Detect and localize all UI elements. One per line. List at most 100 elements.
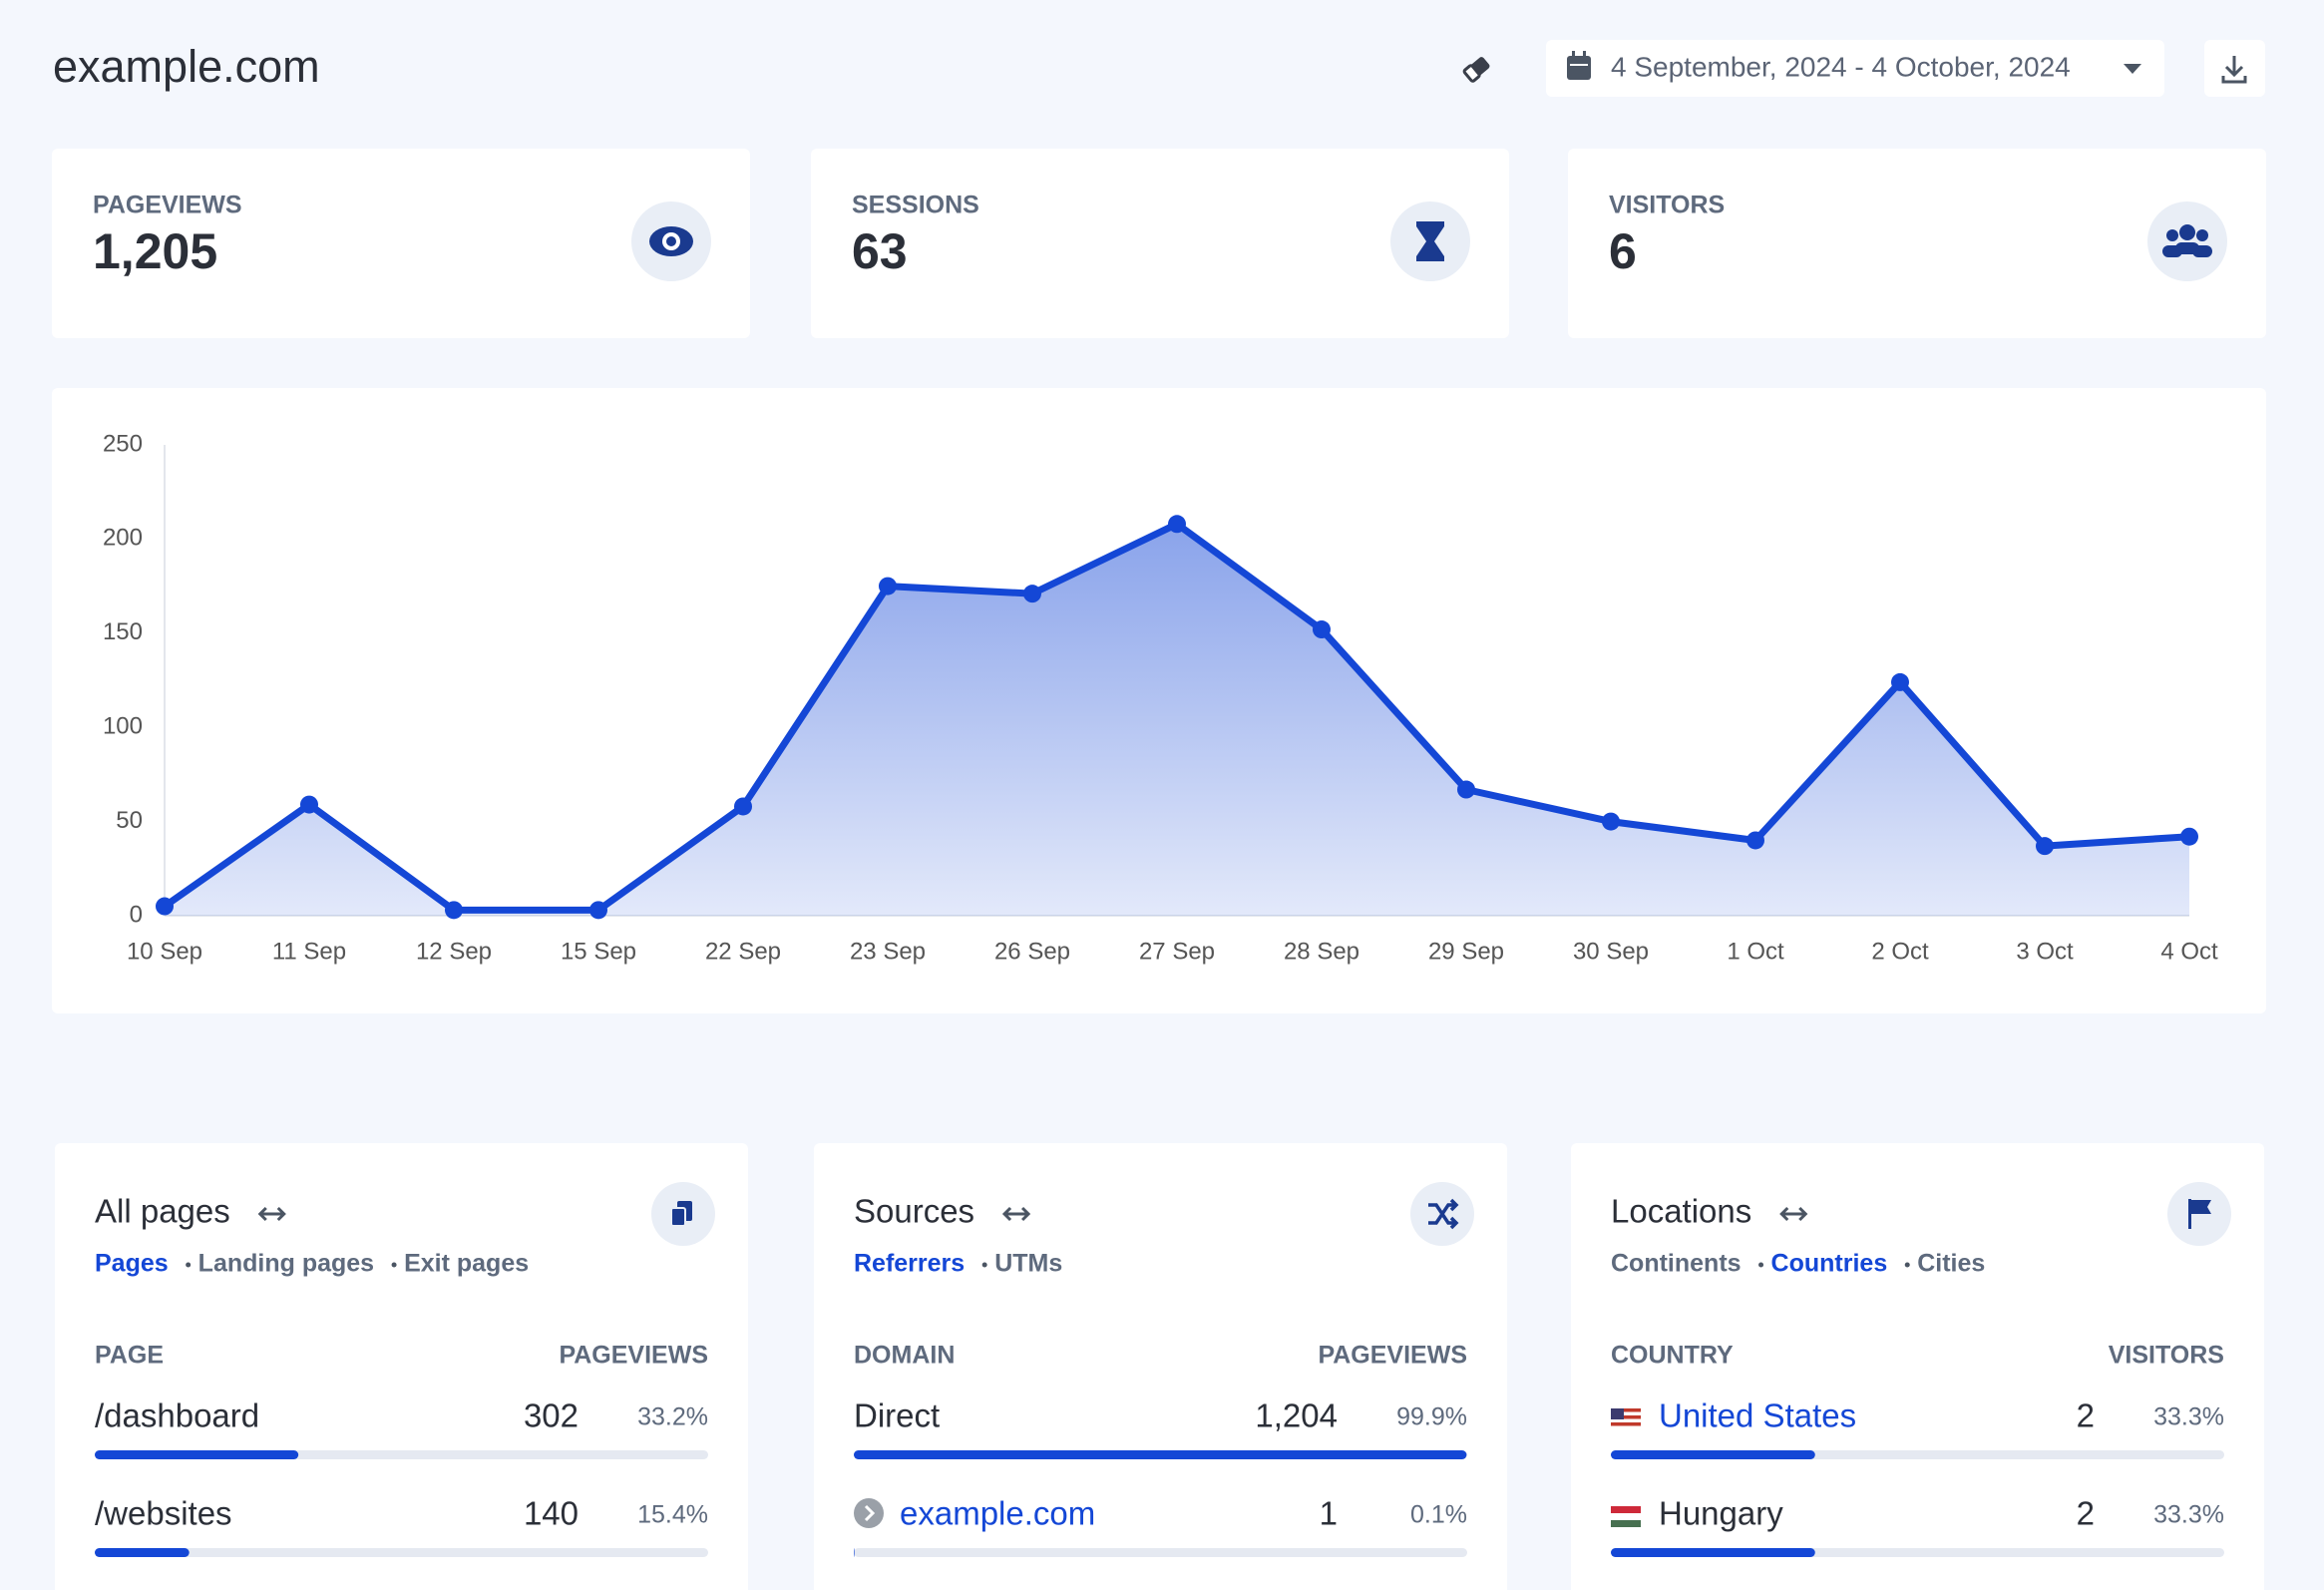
- expand-icon: [1779, 1206, 1808, 1222]
- tab[interactable]: Referrers: [854, 1250, 965, 1278]
- row-count: 302: [524, 1397, 579, 1434]
- row-count: 1: [1320, 1495, 1338, 1532]
- column-header: VISITORS: [2109, 1342, 2224, 1370]
- flag: [1611, 1418, 1641, 1422]
- y-tick-label: 250: [103, 430, 143, 457]
- x-tick-label: 15 Sep: [561, 938, 636, 965]
- flag: [1611, 1425, 1641, 1429]
- calendar-icon: [1567, 51, 1591, 80]
- point: [156, 897, 174, 916]
- column-header: DOMAIN: [854, 1342, 955, 1370]
- point: [1457, 780, 1475, 799]
- stat-label: PAGEVIEWS: [93, 192, 242, 219]
- row-count: 1,204: [1255, 1397, 1338, 1434]
- row-share: 33.3%: [2153, 1403, 2224, 1431]
- row-label[interactable]: United States: [1659, 1397, 1856, 1434]
- eye-icon: [666, 236, 676, 246]
- users-icon: [2179, 224, 2195, 240]
- point: [879, 577, 897, 596]
- date-range[interactable]: 4 September, 2024 - 4 October, 2024: [1611, 51, 2071, 82]
- flag-icon: [2191, 1200, 2211, 1214]
- point: [1023, 585, 1041, 603]
- flag: [1611, 1513, 1641, 1520]
- row-label: Direct: [854, 1397, 940, 1434]
- point: [589, 901, 607, 920]
- point: [1746, 831, 1764, 850]
- flag: [1611, 1506, 1641, 1513]
- tab[interactable]: Continents: [1611, 1250, 1742, 1278]
- area: [165, 524, 2189, 916]
- expand-icon: [257, 1206, 286, 1222]
- bar: [95, 1548, 190, 1557]
- tab-separator: [186, 1262, 192, 1268]
- panel-title: All pages: [95, 1193, 230, 1230]
- stat-label: VISITORS: [1609, 192, 1725, 219]
- bar-track: [95, 1548, 708, 1557]
- tab[interactable]: Pages: [95, 1250, 169, 1278]
- users-icon: [2175, 242, 2199, 254]
- flag: [1611, 1411, 1641, 1415]
- tab-separator: [1758, 1262, 1764, 1268]
- hourglass-icon: [1416, 221, 1444, 261]
- point: [734, 797, 752, 816]
- x-tick-label: 3 Oct: [2016, 938, 2074, 965]
- tab[interactable]: UTMs: [994, 1250, 1062, 1278]
- bar: [854, 1450, 1467, 1459]
- tab[interactable]: Landing pages: [198, 1250, 374, 1278]
- stat-icon-bg: [2147, 201, 2227, 281]
- row-label: /dashboard: [95, 1397, 259, 1434]
- column-header: PAGEVIEWS: [559, 1342, 708, 1370]
- point: [300, 795, 318, 814]
- stat-label: SESSIONS: [852, 192, 979, 219]
- bar: [854, 1548, 855, 1557]
- x-tick-label: 1 Oct: [1727, 938, 1784, 965]
- flag: [1611, 1408, 1641, 1412]
- row-share: 15.4%: [637, 1501, 708, 1529]
- date-picker[interactable]: [1546, 40, 2164, 97]
- stat-card: [1568, 149, 2266, 338]
- stat-card: [52, 149, 750, 338]
- panel-card: [814, 1143, 1507, 1590]
- users-icon: [2166, 229, 2178, 241]
- row-share: 99.9%: [1396, 1403, 1467, 1431]
- site-title: example.com: [53, 41, 320, 92]
- flag-icon: [2188, 1199, 2191, 1229]
- point: [1602, 812, 1620, 831]
- clear-button[interactable]: [1462, 56, 1490, 83]
- x-tick-label: 23 Sep: [850, 938, 926, 965]
- y-tick-label: 0: [130, 901, 143, 928]
- point: [1891, 672, 1909, 691]
- point: [1168, 515, 1186, 534]
- tab-separator: [981, 1262, 987, 1268]
- tab[interactable]: Countries: [1771, 1250, 1888, 1278]
- y-tick-label: 100: [103, 713, 143, 740]
- caret: [2124, 64, 2141, 74]
- x-tick-label: 10 Sep: [127, 938, 202, 965]
- shuffle-icon: [1428, 1198, 1459, 1230]
- bar: [95, 1450, 299, 1459]
- row-share: 0.1%: [1410, 1501, 1467, 1529]
- tab-separator: [391, 1262, 397, 1268]
- panel-card: [55, 1143, 748, 1590]
- x-tick-label: 11 Sep: [272, 938, 346, 965]
- download-icon: [2221, 56, 2247, 84]
- point: [445, 901, 463, 920]
- row-share: 33.2%: [637, 1403, 708, 1431]
- referrer-icon: [854, 1498, 884, 1528]
- x-tick-label: 28 Sep: [1284, 938, 1359, 965]
- row-count: 2: [2077, 1495, 2095, 1532]
- x-tick-label: 22 Sep: [705, 938, 781, 965]
- point: [2180, 827, 2198, 846]
- column-header: PAGE: [95, 1342, 164, 1370]
- x-tick-label: 4 Oct: [2160, 938, 2218, 965]
- x-tick-label: 12 Sep: [416, 938, 492, 965]
- x-tick-label: 27 Sep: [1139, 938, 1215, 965]
- flag: [1611, 1408, 1624, 1419]
- expand-icon: [1001, 1206, 1031, 1222]
- tab[interactable]: Cities: [1917, 1250, 1985, 1278]
- point: [2036, 837, 2054, 856]
- stat-value: 6: [1609, 223, 1637, 279]
- row-label[interactable]: example.com: [900, 1495, 1095, 1532]
- bar: [1611, 1450, 1815, 1459]
- tab[interactable]: Exit pages: [404, 1250, 529, 1278]
